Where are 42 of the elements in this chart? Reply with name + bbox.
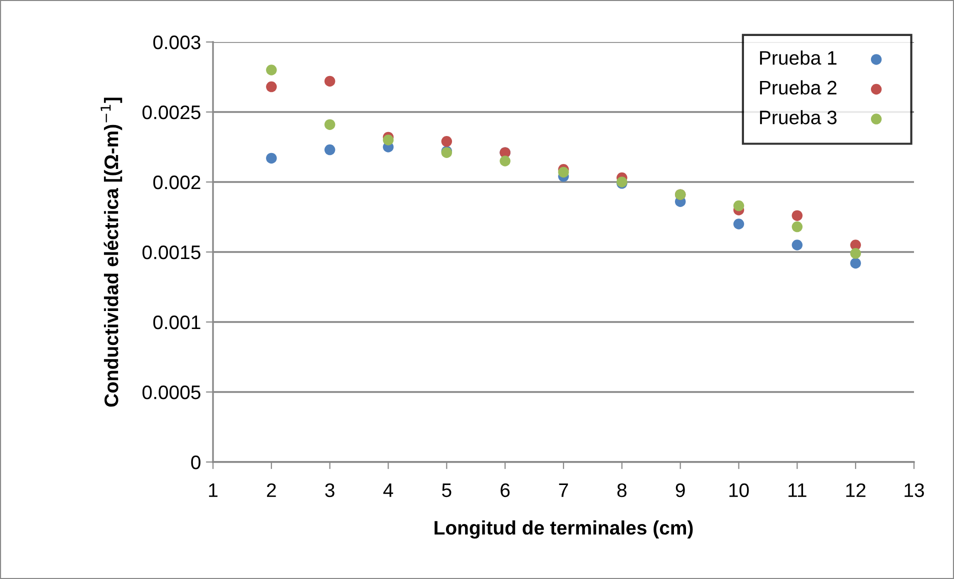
point — [792, 240, 803, 250]
x-tick-label: 12 — [846, 483, 866, 497]
y-tick-label: 0.0005 — [142, 385, 200, 400]
legend-label: Prueba 1 — [760, 50, 836, 65]
point — [733, 200, 744, 212]
y-tick-label: 0.001 — [153, 315, 200, 330]
point — [733, 218, 744, 230]
legend-label: Prueba 2 — [760, 80, 836, 95]
x-tick-label: 8 — [617, 483, 626, 498]
point — [266, 152, 277, 164]
point — [324, 144, 336, 156]
point — [850, 258, 861, 269]
point — [324, 119, 336, 130]
y-tick-label: 0.002 — [153, 175, 200, 190]
x-tick-label: 7 — [559, 484, 568, 497]
x-tick-label: 11 — [788, 484, 806, 497]
y-tick-label: 0.003 — [153, 35, 200, 50]
point — [792, 210, 803, 221]
point — [500, 156, 510, 166]
x-axis-title: Longitud de terminales (cm) — [434, 520, 693, 539]
x-tick-label: 9 — [676, 483, 685, 498]
x-tick-label: 3 — [325, 483, 334, 498]
y-tick-label: 0.0025 — [142, 105, 200, 120]
point — [441, 136, 452, 147]
point — [850, 248, 861, 259]
x-tick-label: 2 — [266, 483, 276, 497]
y-tick-label: 0 — [191, 455, 200, 470]
x-tick-label: 13 — [904, 483, 924, 498]
x-tick-label: 4 — [383, 484, 394, 497]
x-tick-label: 6 — [500, 483, 510, 498]
x-tick-label: 5 — [442, 484, 452, 498]
y-tick-label: 0.0015 — [142, 245, 200, 260]
legend-label: Prueba 3 — [760, 110, 837, 124]
point — [266, 64, 277, 76]
y-axis-title: Conductividad eléctrica [(Ω-m)$^{−1}$] — [100, 98, 122, 407]
point — [324, 76, 336, 87]
x-tick-label: 10 — [729, 483, 749, 498]
point — [382, 134, 394, 146]
x-tick-label: 1 — [209, 484, 218, 497]
point — [792, 221, 803, 232]
point — [266, 81, 277, 92]
point — [558, 166, 569, 178]
